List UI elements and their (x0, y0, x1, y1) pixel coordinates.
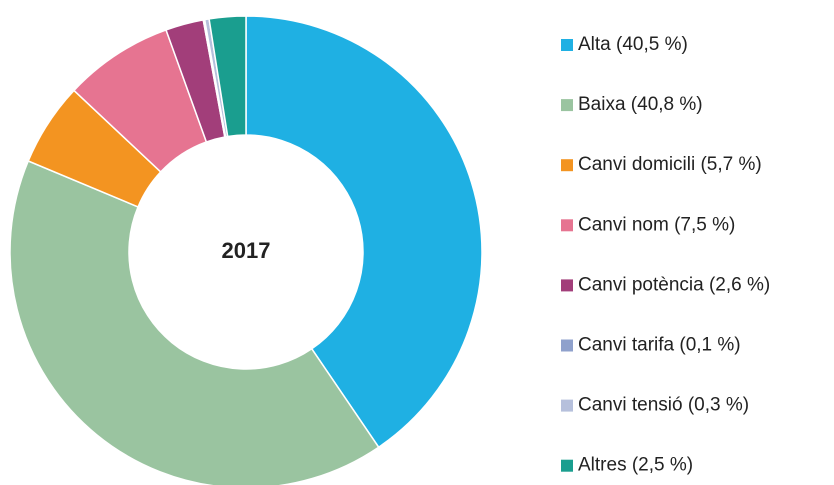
legend-swatch (561, 459, 573, 472)
center-label: 2017 (222, 238, 271, 263)
legend-swatch (561, 339, 573, 352)
legend-label: Canvi tensió (0,3 %) (578, 395, 749, 416)
legend-swatch (561, 159, 573, 172)
donut-slice (245, 15, 483, 449)
legend-swatch (561, 219, 573, 232)
legend-label: Canvi potència (2,6 %) (578, 274, 770, 295)
legend: Alta (40,5 %) Baixa (40,8 %) Canvi domicil… (561, 34, 770, 476)
legend-label: Canvi nom (7,5 %) (578, 214, 735, 235)
legend-label: Canvi domicili (5,7 %) (578, 154, 762, 175)
legend-swatch (561, 399, 573, 412)
legend-label: Altres (2,5 %) (578, 455, 693, 476)
donut-slice (208, 15, 247, 138)
donut (9, 15, 483, 485)
legend-label: Canvi tarifa (0,1 %) (578, 335, 741, 356)
legend-label: Alta (40,5 %) (578, 34, 688, 55)
legend-swatch (561, 39, 573, 51)
donut-slice (9, 160, 380, 485)
legend-swatch (561, 279, 573, 292)
legend-swatch (561, 99, 573, 112)
legend-label: Baixa (40,8 %) (578, 94, 703, 115)
